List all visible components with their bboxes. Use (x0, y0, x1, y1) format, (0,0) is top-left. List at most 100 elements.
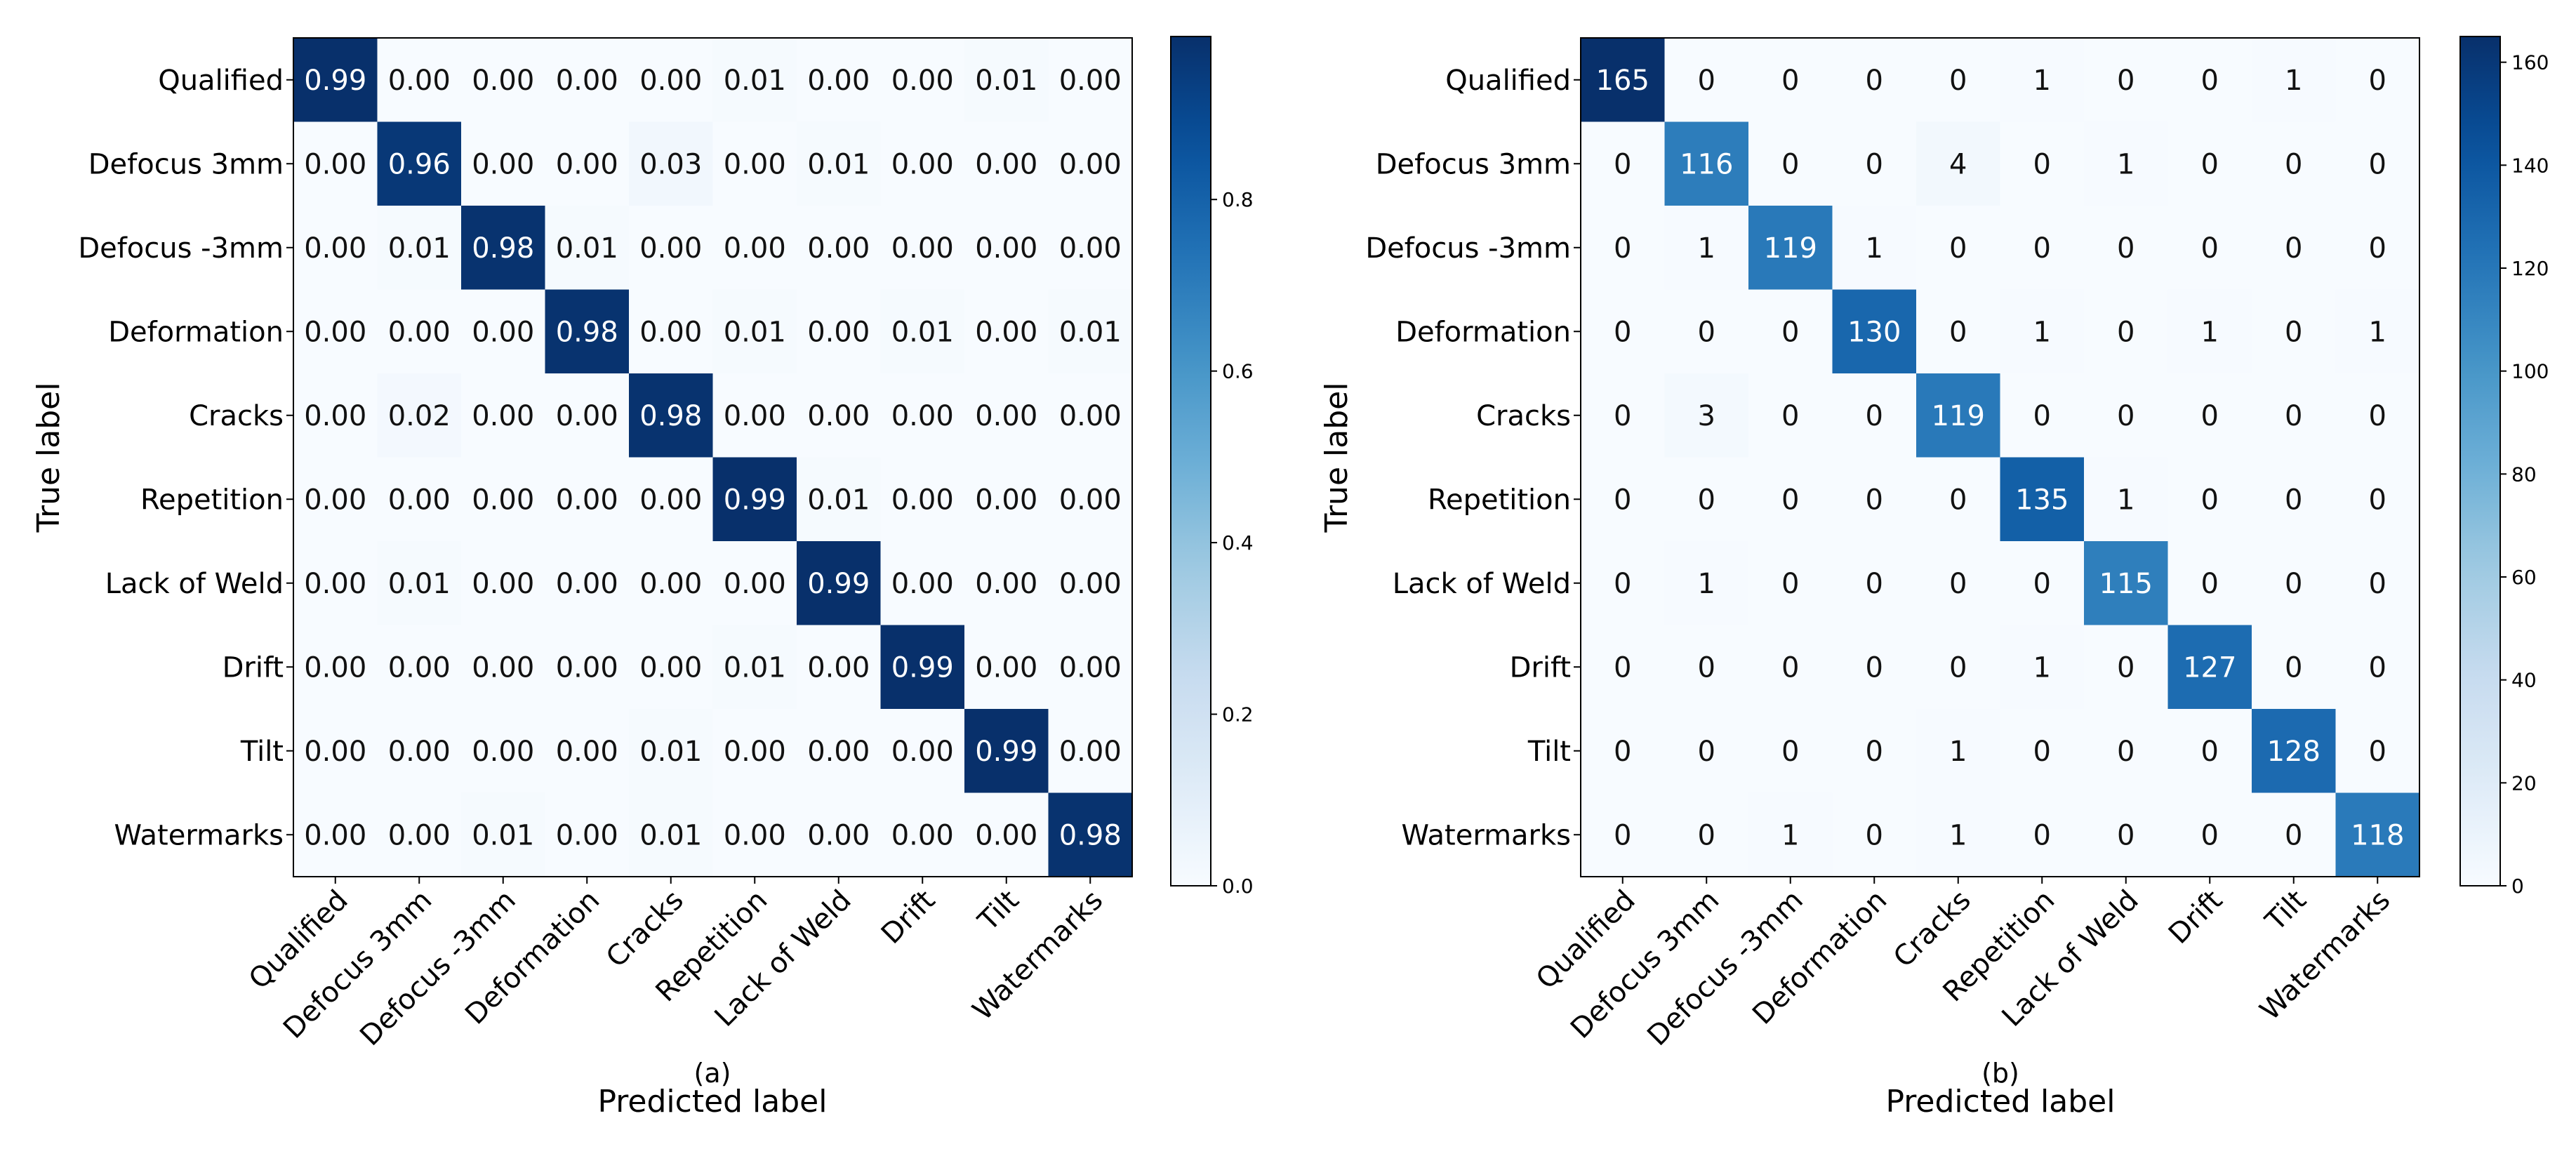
cell-value-label: 0.00 (556, 651, 618, 684)
y-tick-label: Watermarks (114, 819, 284, 851)
cell-value-label: 0 (1781, 316, 1799, 348)
cell-value-label: 0 (1781, 736, 1799, 768)
cell-value-label: 0.01 (724, 651, 786, 684)
heatmap-cell (2167, 541, 2252, 626)
heatmap-cell (1832, 541, 1917, 626)
cell-value-label: 0.00 (472, 316, 534, 348)
cell-value-label: 4 (1949, 148, 1967, 180)
heatmap-cell (629, 289, 714, 374)
colorbar-tick-label: 100 (2511, 360, 2549, 383)
cell-value-label: 0.00 (1059, 736, 1122, 768)
cell-value-label: 1 (2033, 316, 2051, 348)
heatmap-cell (712, 625, 797, 710)
heatmap-cell (1048, 792, 1133, 877)
cell-value-label: 0.01 (472, 819, 534, 851)
cell-value-label: 0.00 (807, 232, 870, 265)
cell-value-label: 0.00 (891, 400, 954, 432)
heatmap-cell (2167, 206, 2252, 291)
heatmap-cell (712, 541, 797, 626)
cell-value-label: 0.00 (1059, 148, 1122, 180)
cell-value-label: 0.00 (975, 316, 1037, 348)
heatmap-cell (2167, 373, 2252, 458)
heatmap-cell (2167, 289, 2252, 374)
cell-value-label: 0 (2369, 484, 2386, 516)
heatmap-cell (545, 373, 630, 458)
heatmap-cell (461, 373, 546, 458)
cell-value-label: 116 (1680, 148, 1733, 180)
heatmap-cell (1748, 792, 1833, 877)
heatmap-cell (629, 792, 714, 877)
cell-value-label: 0 (2201, 232, 2219, 265)
heatmap-cell (1664, 373, 1749, 458)
y-tick-label: Repetition (140, 484, 284, 516)
heatmap-cell (1832, 289, 1917, 374)
cell-value-label: 0 (1866, 65, 1883, 97)
colorbar-tick-label: 0.0 (1222, 875, 1254, 898)
heatmap-cell (629, 38, 714, 123)
cell-value-label: 0.99 (724, 484, 786, 516)
heatmap-cell (1832, 792, 1917, 877)
cell-value-label: 0 (1614, 651, 1631, 684)
cell-value-label: 0.00 (807, 65, 870, 97)
heatmap-cell (1664, 625, 1749, 710)
heatmap-cell (1664, 121, 1749, 206)
y-tick-label: Deformation (108, 316, 284, 348)
heatmap-cell (545, 541, 630, 626)
heatmap-cell (629, 541, 714, 626)
cell-value-label: 0 (2201, 65, 2219, 97)
heatmap-cell (293, 625, 378, 710)
heatmap-cell (2252, 457, 2337, 542)
heatmap-cell (629, 373, 714, 458)
heatmap-cell (712, 121, 797, 206)
cell-value-label: 0 (2369, 400, 2386, 432)
colorbar-tick-label: 80 (2511, 463, 2537, 486)
heatmap-cell (1664, 206, 1749, 291)
heatmap-cell (545, 457, 630, 542)
colorbar-tick-label: 140 (2511, 154, 2549, 177)
heatmap-cell (1048, 121, 1133, 206)
heatmap-cell (545, 38, 630, 123)
cell-value-label: 0 (2369, 232, 2386, 265)
x-tick-label: Drift (875, 884, 941, 950)
heatmap-cell (377, 709, 462, 794)
heatmap-cell (545, 625, 630, 710)
heatmap-cell (377, 38, 462, 123)
heatmap-cell (964, 38, 1049, 123)
heatmap-cell (293, 289, 378, 374)
cell-value-label: 1 (2033, 651, 2051, 684)
cell-value-label: 0.00 (388, 736, 451, 768)
cell-value-label: 0.02 (388, 400, 451, 432)
heatmap-cell (1581, 206, 1666, 291)
heatmap-cell (461, 38, 546, 123)
cell-value-label: 0.01 (556, 232, 618, 265)
x-tick-label: Defocus -3mm (1641, 884, 1809, 1052)
cell-value-label: 0.00 (556, 65, 618, 97)
heatmap-cell (377, 625, 462, 710)
y-tick-label: Watermarks (1402, 819, 1571, 851)
heatmap-cell (964, 289, 1049, 374)
cell-value-label: 0.01 (724, 316, 786, 348)
cell-value-label: 0.00 (304, 316, 366, 348)
x-tick-label: Defocus 3mm (277, 884, 438, 1045)
cell-value-label: 0.01 (807, 484, 870, 516)
cell-value-label: 0 (1698, 65, 1715, 97)
heatmap-cell (629, 206, 714, 291)
heatmap-cell (461, 289, 546, 374)
heatmap-cell (880, 709, 965, 794)
cell-value-label: 0.00 (807, 316, 870, 348)
cell-value-label: 0.01 (975, 65, 1037, 97)
heatmap-cell (2000, 38, 2085, 123)
cell-value-label: 165 (1596, 65, 1649, 97)
heatmap-cell (1581, 38, 1666, 123)
heatmap-cell (964, 373, 1049, 458)
cell-value-label: 130 (1847, 316, 1901, 348)
cell-value-label: 1 (1698, 232, 1715, 265)
cell-value-label: 0 (2201, 400, 2219, 432)
y-tick-label: Deformation (1395, 316, 1571, 348)
heatmap-cell (377, 457, 462, 542)
heatmap-cell (629, 625, 714, 710)
colorbar-tick-label: 120 (2511, 257, 2549, 280)
cell-value-label: 0 (1614, 819, 1631, 851)
cell-value-label: 0.00 (891, 65, 954, 97)
heatmap-cell (293, 206, 378, 291)
